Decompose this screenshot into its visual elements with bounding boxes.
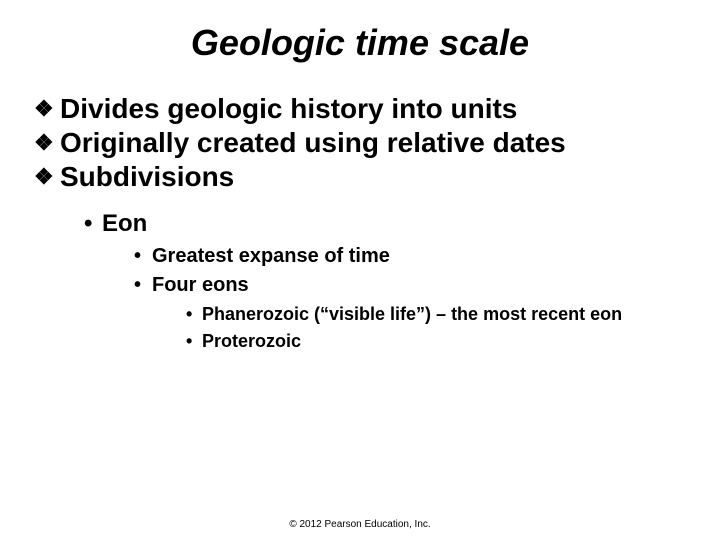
bullet-text: Subdivisions	[60, 161, 234, 192]
bullet-dot-icon: •	[186, 303, 202, 326]
sub-bullet-text: Greatest expanse of time	[152, 245, 390, 267]
sub-bullet-text: Proterozoic	[202, 331, 301, 351]
diamond-icon: ❖	[34, 126, 60, 160]
sub-bullet-item: •Phanerozoic (“visible life”) – the most…	[186, 303, 690, 326]
diamond-icon: ❖	[34, 92, 60, 126]
bullet-dot-icon: •	[84, 208, 102, 239]
bullet-text: Originally created using relative dates	[60, 127, 566, 158]
bullet-text: Divides geologic history into units	[60, 93, 517, 124]
diamond-icon: ❖	[34, 160, 60, 194]
sub-bullet-item: •Eon	[84, 208, 690, 239]
bullet-item: ❖Originally created using relative dates	[34, 126, 690, 160]
sub-bullet-item: •Greatest expanse of time	[134, 244, 690, 270]
sub-bullet-text: Phanerozoic (“visible life”) – the most …	[202, 304, 622, 324]
bullet-dot-icon: •	[134, 244, 152, 270]
bullet-dot-icon: •	[134, 273, 152, 299]
bullet-dot-icon: •	[186, 330, 202, 353]
bullet-item: ❖Subdivisions	[34, 160, 690, 194]
sub-bullet-text: Four eons	[152, 274, 249, 296]
slide-title: Geologic time scale	[30, 22, 690, 64]
sub-bullet-text: Eon	[102, 210, 147, 237]
copyright-text: © 2012 Pearson Education, Inc.	[0, 519, 720, 530]
sub-bullet-item: •Four eons	[134, 273, 690, 299]
slide: Geologic time scale ❖Divides geologic hi…	[0, 0, 720, 540]
bullet-item: ❖Divides geologic history into units	[34, 92, 690, 126]
sub-bullet-item: •Proterozoic	[186, 330, 690, 353]
